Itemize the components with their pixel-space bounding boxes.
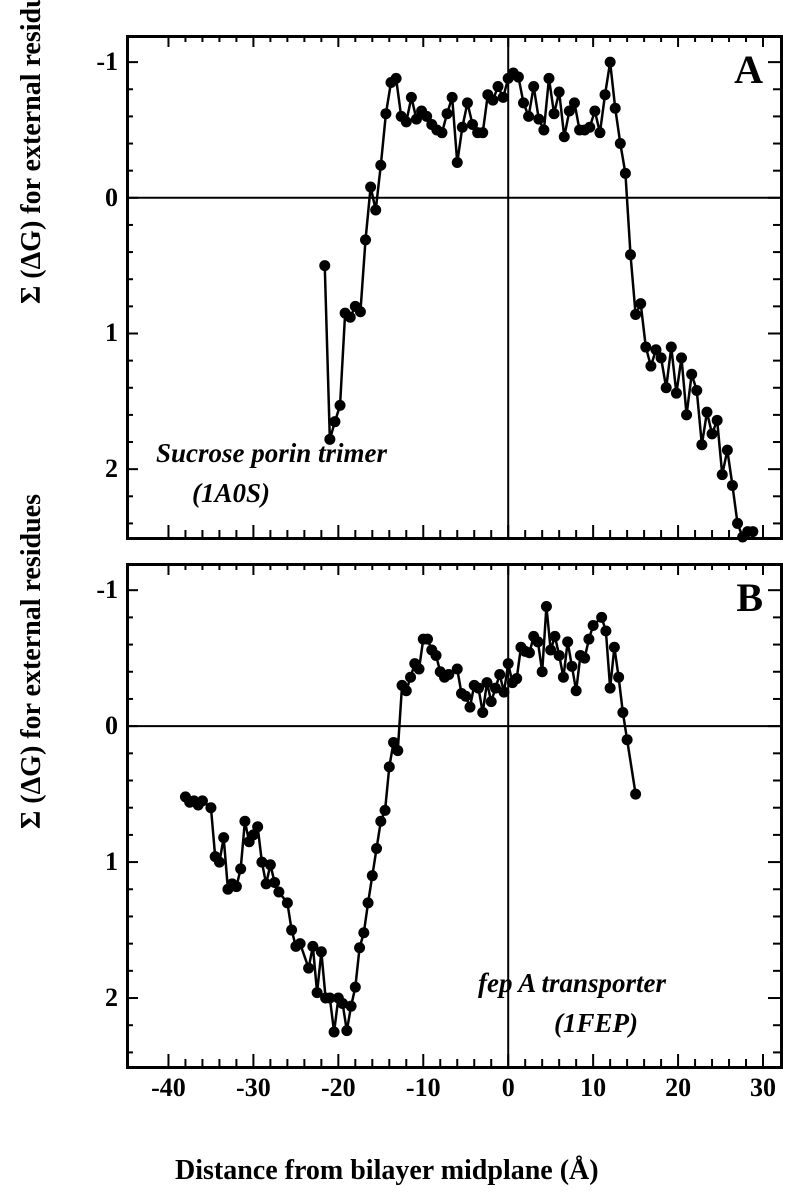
panel-a-ytick-label: 2: [78, 454, 118, 484]
xtick-label: 20: [665, 1073, 691, 1103]
xtick-label: -10: [406, 1073, 441, 1103]
x-axis-label: Distance from bilayer midplane (Å): [175, 1155, 599, 1187]
xtick-label: -30: [236, 1073, 271, 1103]
panel-b-ytick-label: 1: [78, 847, 118, 877]
panel-b-ytick-label: -1: [78, 575, 118, 605]
panel-a-ytick-label: -1: [78, 47, 118, 77]
panel-a-ytick-label: 1: [78, 318, 118, 348]
panel-b-ylabel: Σ (ΔG) for external residues: [16, 801, 48, 829]
figure-container: Σ (ΔG) for external residues Sucrose por…: [0, 0, 797, 1199]
panel-a-ylabel: Σ (ΔG) for external residues: [16, 276, 48, 304]
panel-b-ytick-label: 2: [78, 983, 118, 1013]
xtick-label: -40: [151, 1073, 186, 1103]
xtick-label: 0: [502, 1073, 515, 1103]
panel-b-ytick-label: 0: [78, 711, 118, 741]
xtick-label: 30: [750, 1073, 776, 1103]
panel-a-ytick-label: 0: [78, 183, 118, 213]
xtick-label: 10: [580, 1073, 606, 1103]
panel-a-border: [126, 35, 783, 540]
panel-b-border: [126, 563, 783, 1069]
xtick-label: -20: [321, 1073, 356, 1103]
